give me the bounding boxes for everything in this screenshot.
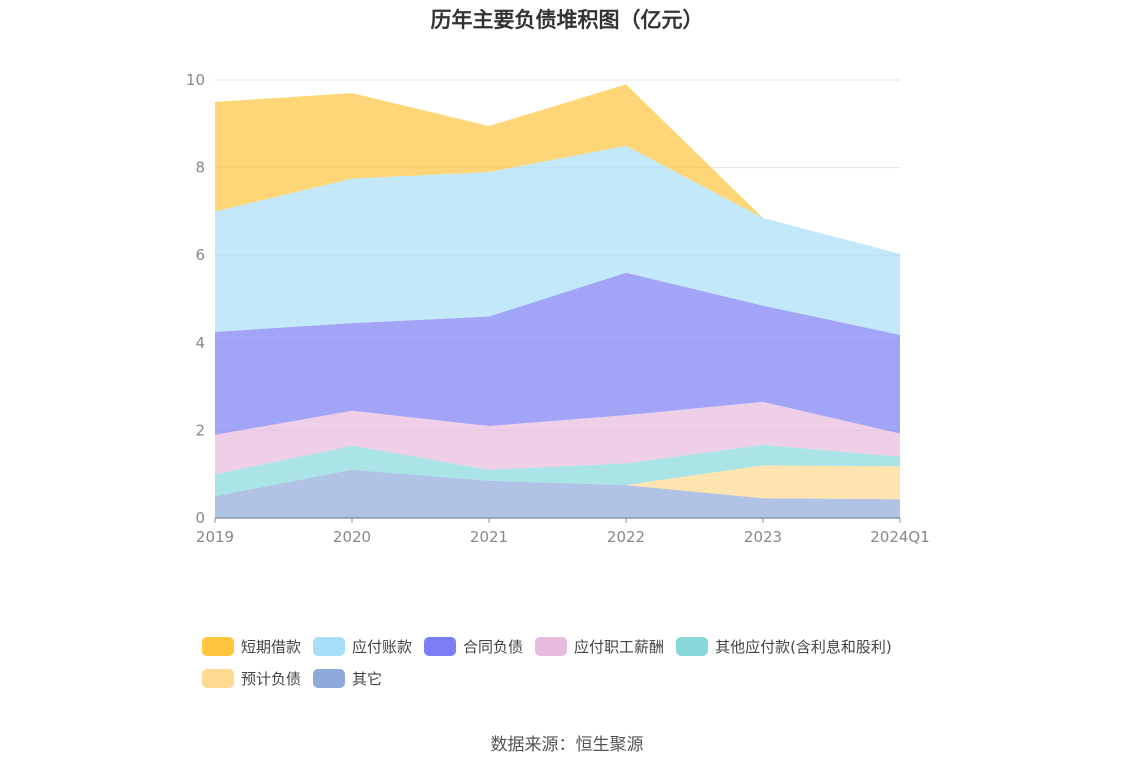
y-tick-label: 4 bbox=[195, 334, 205, 352]
legend-item[interactable]: 应付职工薪酬 bbox=[535, 630, 664, 662]
area-series-4 bbox=[215, 272, 900, 435]
legend-label: 应付账款 bbox=[352, 637, 413, 656]
area-series-2 bbox=[215, 444, 900, 497]
area-series-5 bbox=[215, 145, 900, 335]
legend-item[interactable]: 预计负债 bbox=[202, 662, 301, 694]
legend-swatch bbox=[202, 636, 234, 656]
x-tick-label: 2020 bbox=[333, 528, 371, 546]
x-tick-label: 2022 bbox=[607, 528, 645, 546]
legend-item[interactable]: 其它 bbox=[313, 662, 382, 694]
area-series-3 bbox=[215, 401, 900, 475]
legend-swatch bbox=[313, 636, 346, 656]
stacked-area-chart: 0 2 4 6 8 10 2019 2020 2021 2022 2023 2024Q1 bbox=[186, 71, 930, 546]
legend-item[interactable]: 应付账款 bbox=[313, 630, 412, 662]
legend-label: 其它 bbox=[352, 669, 383, 688]
y-tick-label: 0 bbox=[195, 509, 205, 527]
legend-swatch bbox=[676, 636, 709, 656]
legend-item[interactable]: 合同负债 bbox=[424, 630, 523, 662]
area-series-6 bbox=[215, 84, 900, 254]
x-tick-label: 2024Q1 bbox=[870, 528, 930, 546]
legend-swatch bbox=[424, 636, 457, 656]
area-series-0 bbox=[215, 469, 900, 518]
y-tick-label: 8 bbox=[195, 159, 205, 177]
legend-swatch bbox=[202, 668, 234, 688]
x-tick-label: 2021 bbox=[470, 528, 508, 546]
legend-label: 其他应付款(含利息和股利) bbox=[715, 637, 892, 656]
y-tick-label: 10 bbox=[186, 71, 205, 89]
area-series-1 bbox=[215, 465, 900, 500]
legend-label: 预计负债 bbox=[241, 669, 302, 688]
legend-label: 短期借款 bbox=[241, 637, 302, 656]
data-source: 数据来源：恒生聚源 bbox=[490, 735, 644, 755]
legend-item[interactable]: 短期借款 bbox=[202, 630, 301, 662]
legend-label: 合同负债 bbox=[463, 637, 524, 656]
x-tick-label: 2019 bbox=[196, 528, 234, 546]
legend-label: 应付职工薪酬 bbox=[574, 637, 665, 656]
legend: 短期借款 应付账款 合同负债 应付职工薪酬 其他应付款(含利息和股利) 预计负债 其它 bbox=[202, 630, 962, 694]
axes: 0 2 4 6 8 10 2019 2020 2021 2022 2023 2024Q1 bbox=[186, 71, 930, 546]
legend-swatch bbox=[313, 668, 346, 688]
y-tick-label: 6 bbox=[195, 246, 205, 264]
y-tick-label: 2 bbox=[195, 421, 205, 439]
legend-swatch bbox=[535, 636, 568, 656]
area-series bbox=[215, 84, 900, 518]
chart-title: 历年主要负债堆积图（亿元） bbox=[430, 8, 704, 32]
x-tick-label: 2023 bbox=[744, 528, 782, 546]
legend-item[interactable]: 其他应付款(含利息和股利) bbox=[676, 630, 892, 662]
